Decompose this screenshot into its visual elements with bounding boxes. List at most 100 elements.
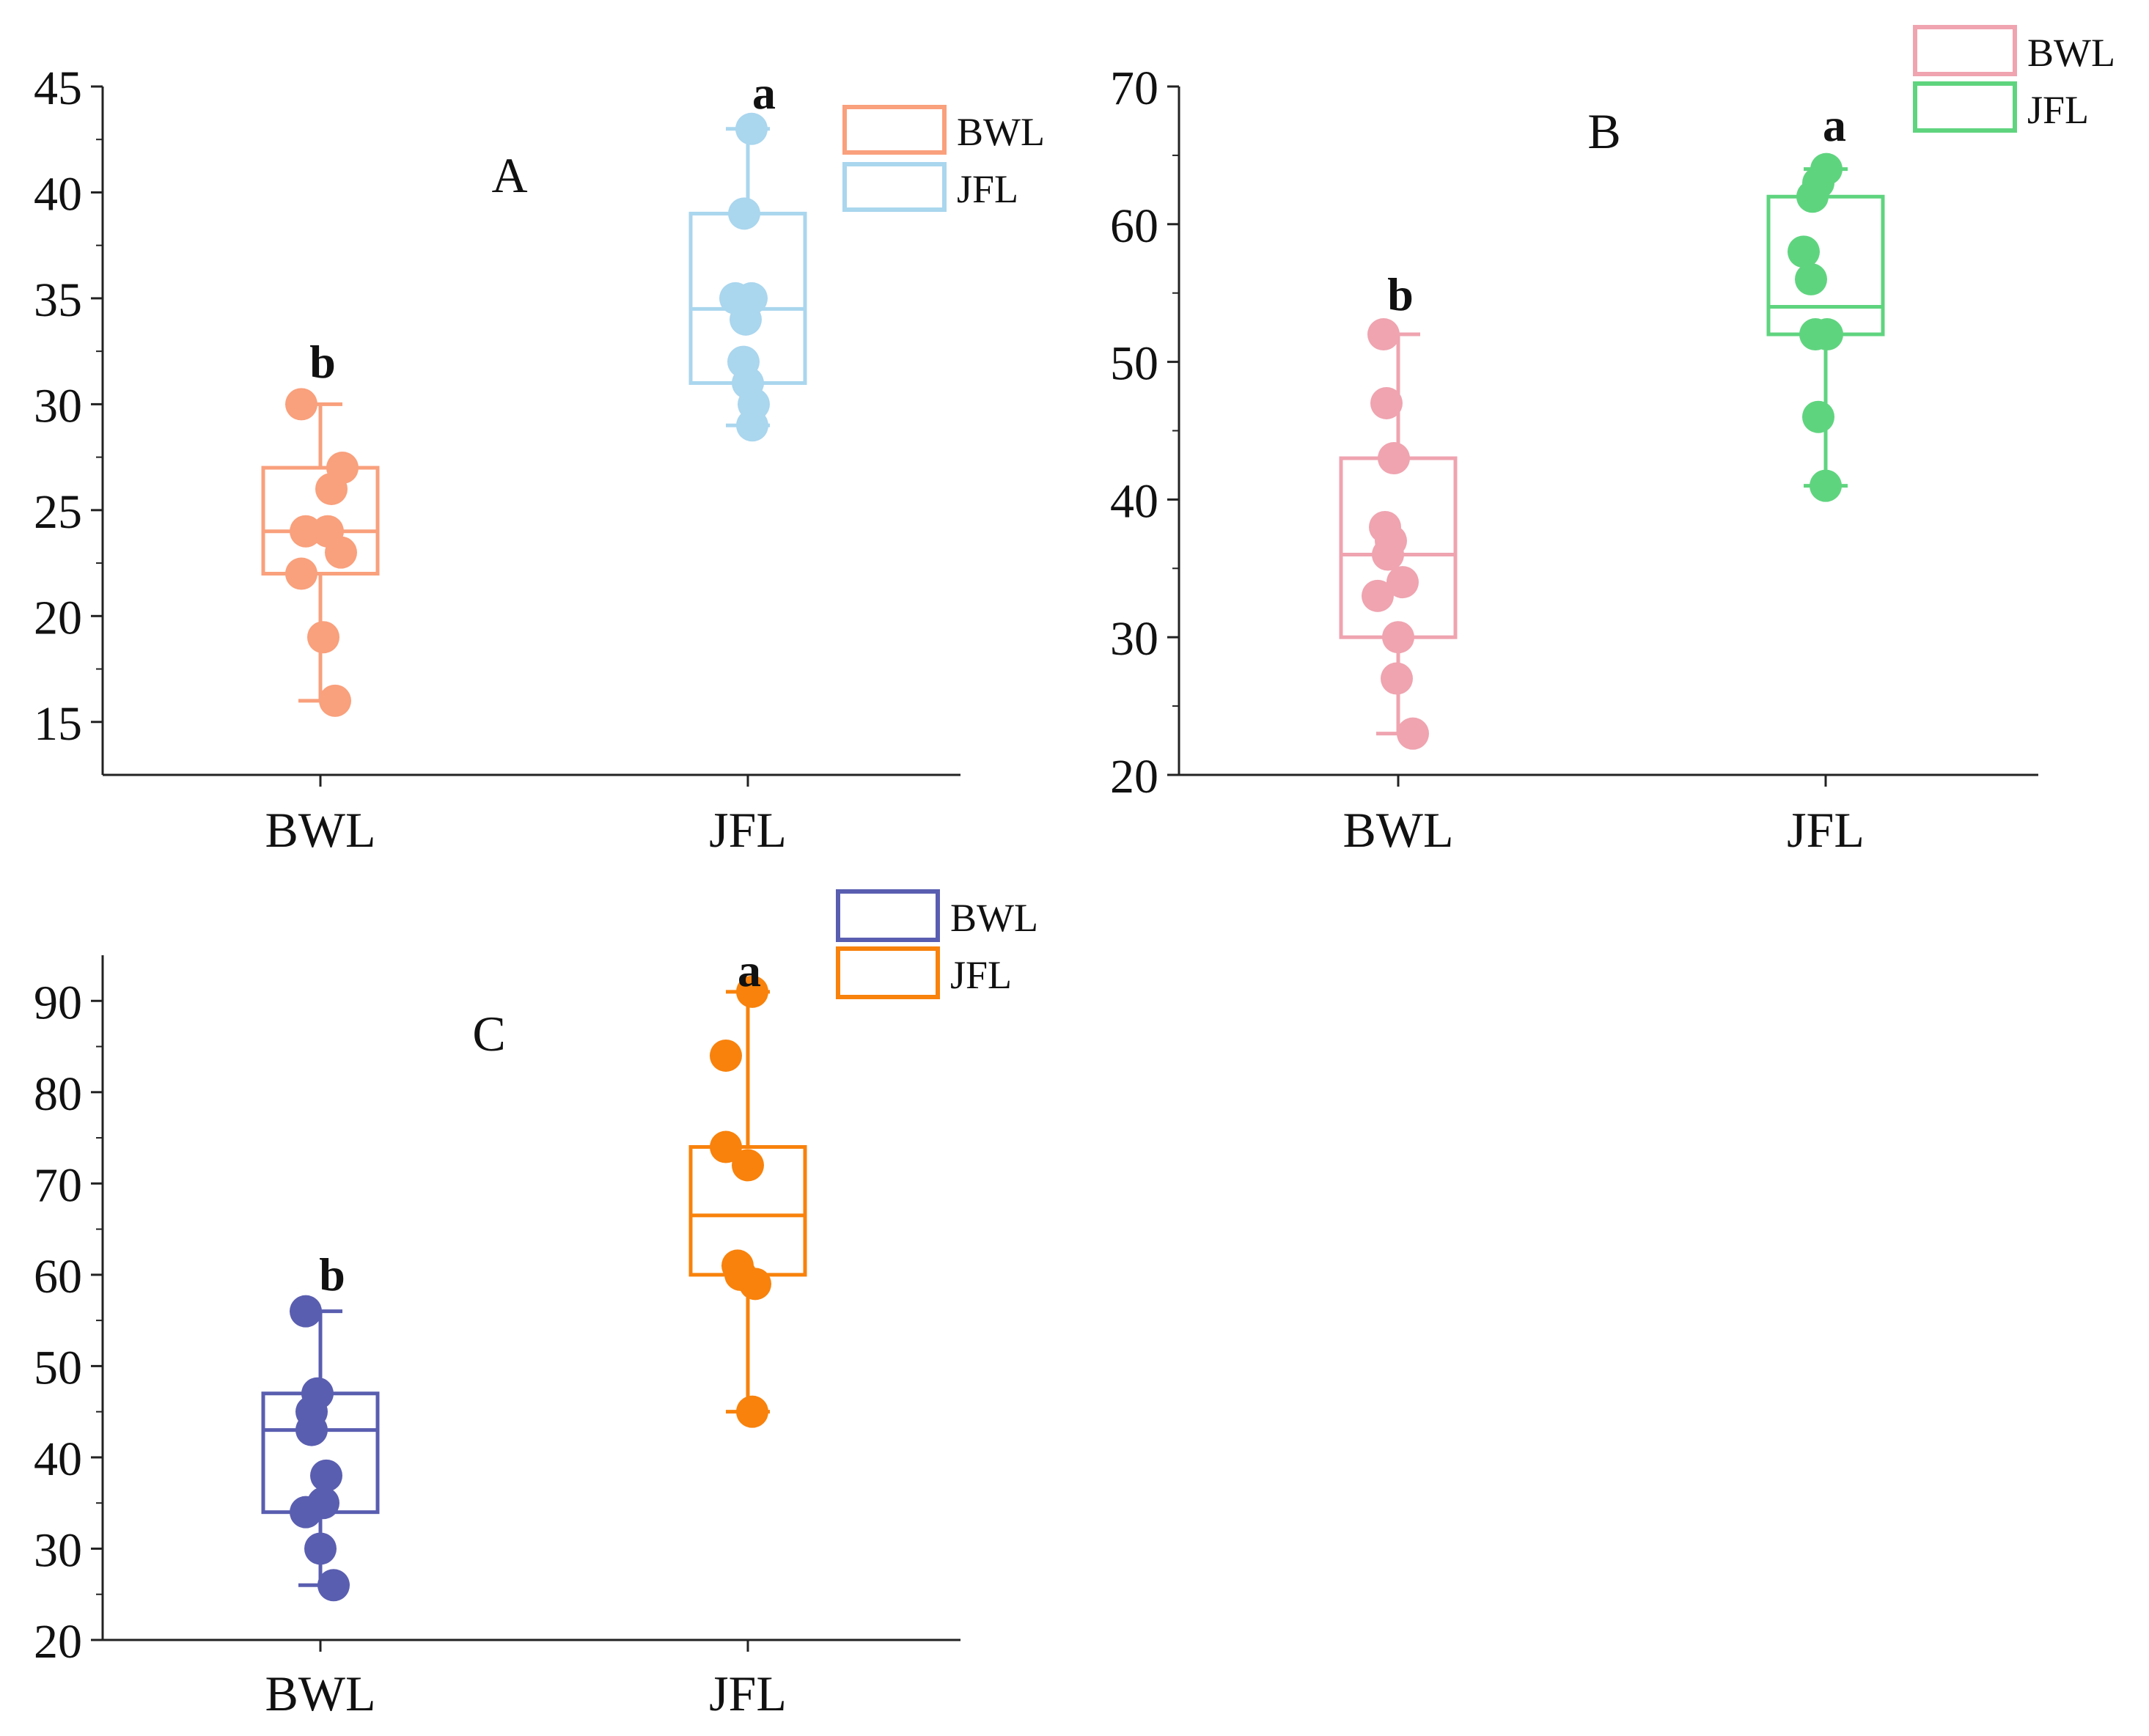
data-point-bwl — [1397, 717, 1429, 750]
data-point-bwl — [317, 1569, 350, 1602]
category-label-bwl: BWL — [265, 802, 375, 858]
panel-a-legend: BWL JFL — [842, 105, 1045, 212]
data-point-bwl — [1370, 386, 1403, 419]
legend-swatch-bwl — [1913, 25, 2017, 76]
data-point-bwl — [310, 1459, 342, 1492]
data-point-bwl — [290, 1295, 322, 1328]
data-point-bwl — [1367, 318, 1400, 351]
data-point-bwl — [1362, 579, 1394, 612]
panel-b-legend: BWL JFL — [1913, 25, 2115, 133]
data-point-bwl — [315, 472, 348, 505]
data-point-jfl — [735, 112, 768, 145]
panel-c-axes: 20 30 40 50 60 70 80 90 — [34, 955, 960, 1669]
panel-a-label: A — [491, 147, 527, 203]
data-point-jfl — [736, 1395, 768, 1428]
legend-swatch-jfl — [842, 162, 947, 212]
y-tick-label: 35 — [34, 273, 82, 327]
data-point-jfl — [1795, 262, 1827, 295]
panel-a-marks — [261, 112, 807, 717]
y-tick-label: 20 — [1110, 750, 1158, 803]
data-point-jfl — [710, 1039, 742, 1072]
y-tick-label: 25 — [34, 485, 82, 539]
data-point-bwl — [1372, 538, 1404, 571]
data-point-jfl — [1802, 400, 1834, 433]
legend-label-jfl: JFL — [950, 953, 1012, 997]
data-point-jfl — [736, 409, 768, 442]
data-point-jfl — [730, 303, 762, 336]
box-jfl — [1766, 194, 1885, 336]
y-tick-label: 20 — [34, 591, 82, 644]
data-point-bwl — [307, 621, 339, 654]
legend-label-jfl: JFL — [957, 167, 1018, 211]
panel-c-legend: BWL JFL — [836, 889, 1038, 999]
panel-c: 20 30 40 50 60 70 80 90 C BWL JFL BWL JFL b a — [34, 889, 1038, 1721]
significance-letter-jfl: a — [738, 944, 761, 996]
y-tick-label: 45 — [34, 62, 82, 115]
legend-label-bwl: BWL — [957, 110, 1045, 154]
y-tick-label: 15 — [34, 697, 82, 751]
y-tick-label: 50 — [34, 1341, 82, 1394]
data-point-bwl — [1381, 662, 1413, 695]
legend-swatch-jfl — [1913, 81, 2017, 133]
y-tick-label: 50 — [1110, 337, 1158, 391]
significance-letter-bwl: b — [309, 336, 336, 388]
data-point-bwl — [290, 1496, 322, 1529]
data-point-jfl — [1796, 180, 1829, 213]
data-point-jfl — [736, 975, 768, 1008]
panel-c-label: C — [472, 1006, 505, 1062]
box-bwl — [261, 466, 380, 576]
y-tick-label: 60 — [1110, 199, 1158, 253]
y-tick-label: 40 — [34, 1432, 82, 1486]
category-label-bwl: BWL — [265, 1666, 375, 1721]
y-tick-label: 30 — [1110, 612, 1158, 666]
data-point-bwl — [285, 557, 317, 590]
y-tick-label: 90 — [34, 976, 82, 1029]
legend-swatch-jfl — [836, 946, 940, 999]
panel-b-axes: 20 30 40 50 60 70 — [1110, 62, 2038, 803]
category-label-jfl: JFL — [709, 1666, 787, 1721]
data-point-bwl — [1378, 442, 1410, 475]
data-point-bwl — [1382, 621, 1414, 654]
data-point-jfl — [739, 1268, 771, 1301]
panel-b: 20 30 40 50 60 70 B BWL JFL BWL JFL b a — [1110, 25, 2115, 858]
category-label-jfl: JFL — [709, 802, 787, 858]
legend-label-bwl: BWL — [950, 896, 1038, 940]
significance-letter-bwl: b — [319, 1248, 345, 1301]
y-tick-label: 30 — [34, 1523, 82, 1577]
data-point-bwl — [319, 684, 351, 717]
y-tick-label: 70 — [34, 1158, 82, 1212]
legend-label-bwl: BWL — [2027, 31, 2115, 75]
data-point-bwl — [304, 1532, 337, 1565]
panel-b-marks — [1339, 152, 1885, 750]
data-point-bwl — [325, 536, 357, 569]
y-tick-label: 80 — [34, 1067, 82, 1121]
data-point-jfl — [1810, 469, 1842, 502]
legend-swatch-bwl — [842, 105, 947, 155]
significance-letter-jfl: a — [752, 67, 776, 119]
legend-label-jfl: JFL — [2027, 88, 2089, 132]
data-point-jfl — [710, 1130, 742, 1163]
data-point-jfl — [1788, 235, 1820, 268]
panel-b-label: B — [1587, 103, 1620, 159]
data-point-jfl — [1811, 318, 1843, 351]
data-point-bwl — [285, 388, 317, 421]
y-tick-label: 30 — [34, 379, 82, 433]
data-point-bwl — [1386, 566, 1419, 599]
category-label-jfl: JFL — [1787, 802, 1865, 858]
significance-letter-jfl: a — [1823, 99, 1846, 151]
y-tick-label: 70 — [1110, 62, 1158, 115]
legend-swatch-bwl — [836, 889, 940, 942]
y-tick-label: 20 — [34, 1615, 82, 1669]
panel-a: 15 20 25 30 35 40 45 A BWL JFL BWL JFL b a — [34, 62, 1045, 858]
data-point-jfl — [728, 197, 760, 230]
y-tick-label: 60 — [34, 1250, 82, 1303]
panel-a-axes: 15 20 25 30 35 40 45 — [34, 62, 960, 787]
category-label-bwl: BWL — [1342, 802, 1453, 858]
data-point-bwl — [295, 1413, 328, 1446]
y-tick-label: 40 — [1110, 474, 1158, 528]
panel-c-marks — [261, 975, 807, 1602]
y-tick-label: 40 — [34, 167, 82, 221]
significance-letter-bwl: b — [1387, 268, 1414, 320]
data-point-jfl — [732, 1149, 764, 1182]
